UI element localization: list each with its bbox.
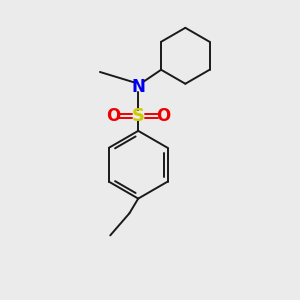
Text: S: S xyxy=(132,107,145,125)
Text: N: N xyxy=(131,78,145,96)
Text: O: O xyxy=(156,107,170,125)
Text: O: O xyxy=(106,107,120,125)
